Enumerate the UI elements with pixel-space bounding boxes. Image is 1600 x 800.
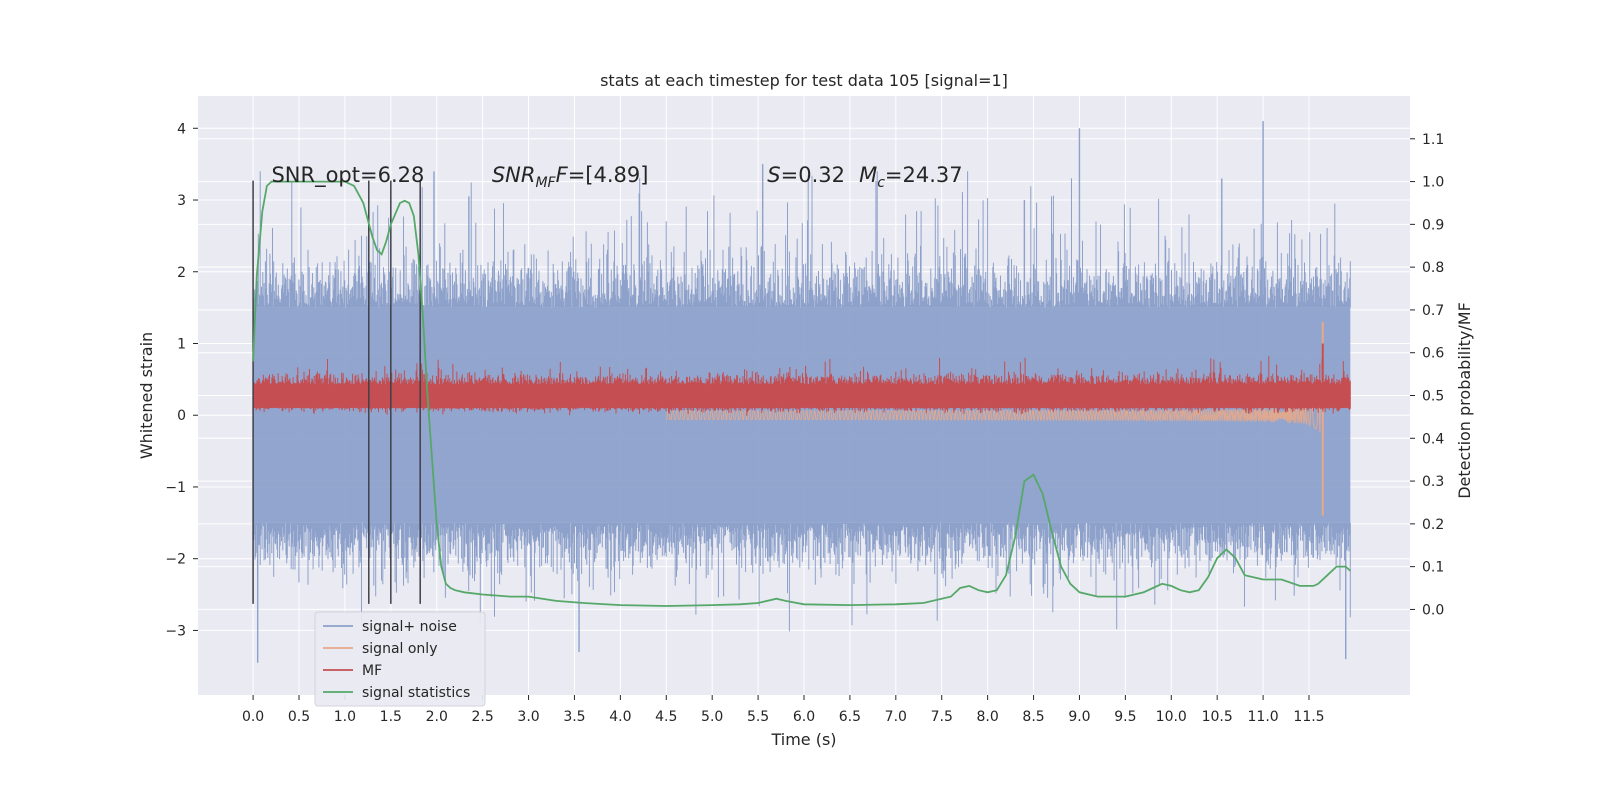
y-left-tick-label: 1 [177, 336, 186, 352]
x-tick-label: 11.0 [1248, 709, 1279, 725]
x-tick-label: 9.0 [1068, 709, 1090, 725]
x-tick-label: 2.0 [426, 709, 448, 725]
chart-title: stats at each timestep for test data 105… [600, 71, 1008, 90]
y-right-axis-ticks: 0.0 0.1 0.2 0.3 0.4 0.5 0.6 0.7 0.8 0.9 1.0 1.1 [1410, 132, 1444, 618]
y-right-tick-label: 0.4 [1422, 431, 1444, 447]
x-tick-label: 7.0 [885, 709, 907, 725]
annotation: SNRMFF=[4.89] [492, 163, 649, 191]
legend: signal+ noise signal only MF signal statist… [314, 611, 486, 707]
legend-label: signal only [362, 641, 437, 657]
x-tick-label: 3.5 [563, 709, 585, 725]
series-signal-statistics [252, 180, 1351, 607]
annotation: Mc=24.37 [859, 163, 963, 191]
annotation: S=0.32 [767, 163, 845, 187]
x-tick-label: 5.5 [747, 709, 769, 725]
x-tick-label: 4.5 [655, 709, 677, 725]
legend-box [314, 611, 486, 707]
x-tick-label: 8.0 [977, 709, 999, 725]
signal-chirp [665, 369, 1324, 433]
y-left-tick-label: −1 [165, 480, 186, 496]
x-tick-label: 11.5 [1293, 709, 1324, 725]
x-tick-label: 7.5 [931, 709, 953, 725]
x-tick-label: 0.5 [288, 709, 310, 725]
y-left-axis-ticks: −3 −2 −1 0 1 2 3 4 [165, 121, 198, 639]
y-left-tick-label: 2 [177, 265, 186, 281]
y-right-tick-label: 1.0 [1422, 175, 1444, 191]
x-tick-label: 3.0 [517, 709, 539, 725]
legend-label: signal statistics [362, 685, 470, 701]
y-left-tick-label: −3 [165, 623, 186, 639]
y-left-tick-label: −2 [165, 552, 186, 568]
series-mf [252, 343, 1351, 416]
y-right-tick-label: 0.5 [1422, 389, 1444, 405]
y-right-tick-label: 0.6 [1422, 346, 1444, 362]
x-tick-label: 5.0 [701, 709, 723, 725]
y-right-tick-label: 0.2 [1422, 517, 1444, 533]
x-tick-label: 10.0 [1156, 709, 1187, 725]
x-tick-label: 10.5 [1202, 709, 1233, 725]
x-tick-label: 2.5 [472, 709, 494, 725]
x-tick-label: 0.0 [242, 709, 264, 725]
y-left-tick-label: 3 [177, 193, 186, 209]
annotation: SNR_opt=6.28 [271, 163, 424, 188]
y-left-tick-label: 4 [177, 121, 186, 137]
legend-label: signal+ noise [362, 619, 457, 635]
x-tick-label: 6.0 [793, 709, 815, 725]
annotations: SNR_opt=6.28 SNRMFF=[4.89] S=0.32 Mc=24.37 [271, 163, 962, 191]
y-right-tick-label: 0.7 [1422, 303, 1444, 319]
y-right-tick-label: 0.0 [1422, 602, 1444, 618]
x-tick-label: 1.5 [380, 709, 402, 725]
y-right-tick-label: 0.8 [1422, 260, 1444, 276]
x-tick-label: 8.5 [1022, 709, 1044, 725]
x-tick-label: 9.5 [1114, 709, 1136, 725]
y-left-tick-label: 0 [177, 408, 186, 424]
legend-label: MF [362, 663, 382, 679]
y-right-axis-label: Detection probability/MF [1455, 302, 1474, 499]
x-axis-ticks: 0.0 0.5 1.0 1.5 2.0 2.5 3.0 3.5 4.0 4.5 5.0 5.5 6.0 6… [242, 695, 1325, 725]
vertical-lines [252, 180, 421, 604]
x-tick-label: 1.0 [334, 709, 356, 725]
y-right-tick-label: 0.9 [1422, 217, 1444, 233]
x-axis-label: Time (s) [770, 730, 836, 749]
y-right-tick-label: 0.3 [1422, 474, 1444, 490]
y-left-axis-label: Whitened strain [137, 332, 156, 459]
stats-line [252, 180, 1351, 607]
y-right-tick-label: 0.1 [1422, 560, 1444, 576]
y-right-tick-label: 1.1 [1422, 132, 1444, 148]
x-tick-label: 4.0 [609, 709, 631, 725]
x-tick-label: 6.5 [839, 709, 861, 725]
